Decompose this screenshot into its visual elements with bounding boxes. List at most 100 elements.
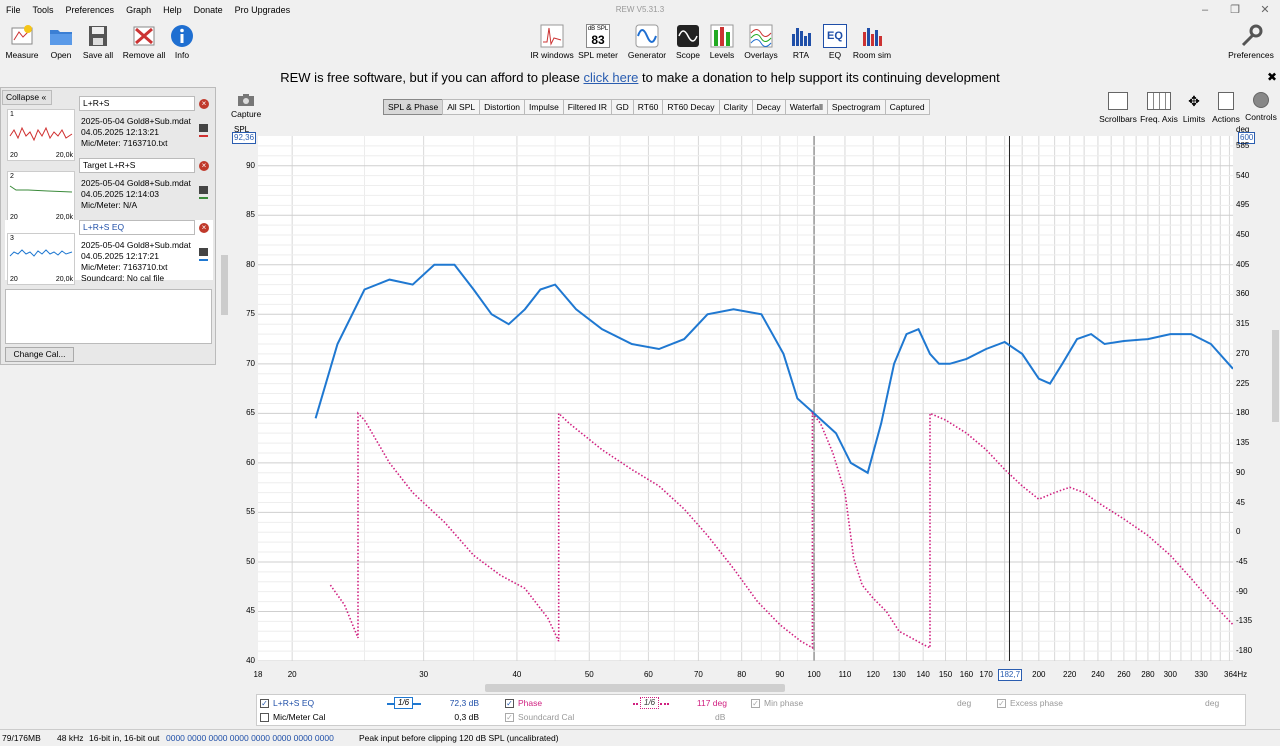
measurement-name[interactable]: L+R+S EQ [79, 220, 195, 235]
menu-help[interactable]: Help [163, 5, 182, 15]
remove-measurement-icon[interactable]: × [199, 161, 209, 171]
legend-phase-toggle[interactable]: ✓ Phase [505, 698, 542, 709]
save-icon[interactable] [199, 124, 208, 132]
checkbox-checked-icon[interactable]: ✓ [505, 713, 514, 723]
legend-series-toggle[interactable]: ✓ L+R+S EQ [260, 698, 314, 709]
legend-miccal-toggle[interactable]: Mic/Meter Cal [260, 712, 326, 723]
tab-distortion[interactable]: Distortion [479, 99, 526, 115]
close-banner-icon[interactable]: ✖ [1267, 70, 1278, 84]
legend-miccal-label: Mic/Meter Cal [273, 712, 326, 722]
checkbox-checked-icon[interactable]: ✓ [997, 699, 1006, 709]
remove-all-button[interactable]: Remove all [119, 24, 169, 64]
measurement-name[interactable]: L+R+S [79, 96, 195, 111]
tab-rt60[interactable]: RT60 [632, 99, 664, 115]
y-left-tick-label: 90 [246, 160, 255, 170]
status-sample-rate: 48 kHz [57, 733, 84, 743]
spl-meter-button[interactable]: dB SPL 83 SPL meter [573, 24, 623, 64]
ir-windows-button[interactable]: IR windows [527, 24, 577, 64]
tab-captured[interactable]: Captured [884, 99, 930, 115]
tab-rt60-decay[interactable]: RT60 Decay [662, 99, 720, 115]
tab-waterfall[interactable]: Waterfall [784, 99, 828, 115]
limits-button[interactable]: ✥ Limits [1180, 92, 1208, 124]
tab-impulse[interactable]: Impulse [524, 99, 564, 115]
info-button[interactable]: Info [157, 24, 207, 64]
remove-measurement-icon[interactable]: × [199, 99, 209, 109]
pen-icon[interactable] [199, 135, 208, 137]
save-all-button[interactable]: Save all [73, 24, 123, 64]
checkbox-checked-icon[interactable]: ✓ [505, 699, 514, 709]
eq-button[interactable]: EQ EQ [810, 24, 860, 64]
donate-link[interactable]: click here [583, 70, 639, 85]
measurement-item-1[interactable]: L+R+S 1 20 20,0k 2025-05-04 Gold8+Sub.md… [5, 96, 213, 161]
tab-spl-phase[interactable]: SPL & Phase [383, 99, 444, 115]
legend-minphase-toggle[interactable]: ✓ Min phase [751, 698, 803, 709]
overlays-button[interactable]: Overlays [736, 24, 786, 64]
open-label: Open [50, 50, 72, 60]
scrollbars-button[interactable]: Scrollbars [1099, 92, 1137, 124]
panel-splitter[interactable] [221, 255, 228, 315]
pen-icon[interactable] [199, 197, 208, 199]
measurement-item-3[interactable]: L+R+S EQ 3 20 20,0k 2025-05-04 Gold8+Sub… [5, 220, 213, 285]
measurement-item-2[interactable]: Target L+R+S 2 20 20,0k 2025-05-04 Gold8… [5, 158, 213, 223]
close-window-button[interactable]: ✕ [1260, 4, 1270, 16]
y-left-tick-label: 55 [246, 507, 255, 517]
tab-clarity[interactable]: Clarity [718, 99, 753, 115]
thumb-max: 20,0k [55, 276, 73, 283]
controls-button[interactable]: Controls [1243, 92, 1279, 122]
actions-button[interactable]: Actions [1211, 92, 1241, 124]
freq-axis-button[interactable]: Freq. Axis [1140, 92, 1178, 124]
phase-series-line [329, 411, 1234, 650]
pen-icon[interactable] [199, 259, 208, 261]
remove-measurement-icon[interactable]: × [199, 223, 209, 233]
checkbox-unchecked-icon[interactable] [260, 713, 269, 723]
vertical-scrollbar[interactable] [1272, 330, 1279, 422]
y-right-tick-label: 225 [1236, 378, 1250, 388]
menu-graph[interactable]: Graph [126, 5, 152, 15]
legend-excess-unit: deg [1205, 698, 1220, 708]
measurement-name[interactable]: Target L+R+S [79, 158, 195, 173]
save-icon[interactable] [199, 248, 208, 256]
y-left-tick-label: 80 [246, 259, 255, 269]
levels-button[interactable]: Levels [697, 24, 747, 64]
maximize-button[interactable]: ❐ [1230, 4, 1240, 16]
rta-button[interactable]: RTA [776, 24, 826, 64]
menu-file[interactable]: File [6, 5, 21, 15]
tab-spectrogram[interactable]: Spectrogram [826, 99, 886, 115]
menu-pro-upgrades[interactable]: Pro Upgrades [234, 5, 291, 15]
checkbox-checked-icon[interactable]: ✓ [260, 699, 269, 709]
y-right-tick-label: 90 [1236, 467, 1245, 477]
menu-tools[interactable]: Tools [32, 5, 54, 15]
tab-all-spl[interactable]: All SPL [442, 99, 481, 115]
x-tick-label: 80 [737, 670, 747, 679]
legend-soundcard-toggle[interactable]: ✓ Soundcard Cal [505, 712, 574, 723]
preferences-button[interactable]: Preferences [1226, 24, 1276, 64]
menu-preferences[interactable]: Preferences [65, 5, 115, 15]
open-button[interactable]: Open [36, 24, 86, 64]
tab-decay[interactable]: Decay [751, 99, 786, 115]
scope-button[interactable]: Scope [663, 24, 713, 64]
room-sim-button[interactable]: Room sim [847, 24, 897, 64]
menu-donate[interactable]: Donate [193, 5, 223, 15]
generator-button[interactable]: Generator [622, 24, 672, 64]
spl-meter-unit: dB SPL [587, 26, 609, 32]
chart-svg[interactable] [198, 136, 1234, 662]
tab-gd[interactable]: GD [611, 99, 634, 115]
measure-button[interactable]: Measure [0, 24, 47, 64]
legend-phase-smoothing[interactable]: 1/6 [640, 697, 660, 709]
overlays-icon [749, 24, 773, 48]
y-right-tick-label: 315 [1236, 319, 1250, 329]
x-tick-label: 220 [1063, 670, 1077, 679]
legend-excess-toggle[interactable]: ✓ Excess phase [997, 698, 1063, 709]
tab-filtered-ir[interactable]: Filtered IR [562, 99, 613, 115]
spl-phase-plot[interactable] [198, 136, 1234, 662]
x-tick-label: 90 [775, 670, 785, 679]
x-tick-label: 280 [1141, 670, 1155, 679]
horizontal-scrollbar[interactable] [485, 684, 785, 692]
checkbox-checked-icon[interactable]: ✓ [751, 699, 760, 709]
change-cal-button[interactable]: Change Cal... [5, 347, 74, 362]
minimize-button[interactable]: – [1201, 4, 1209, 16]
legend-series-smoothing[interactable]: 1/6 [394, 697, 414, 709]
collapse-button[interactable]: Collapse « [2, 90, 52, 105]
save-icon[interactable] [199, 186, 208, 194]
capture-button[interactable]: Capture [231, 93, 261, 119]
